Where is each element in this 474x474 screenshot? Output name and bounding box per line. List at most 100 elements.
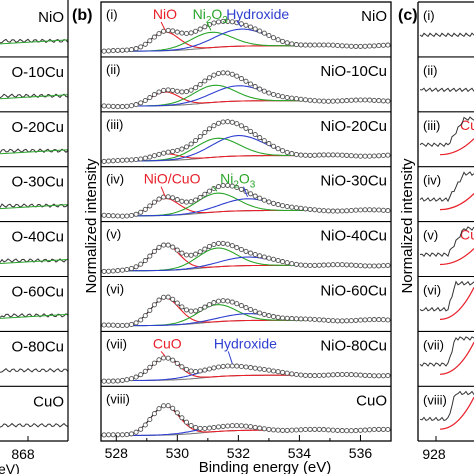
data-point xyxy=(248,250,254,256)
data-point xyxy=(275,257,281,264)
data-point xyxy=(238,123,244,129)
panel-c-letter: (c) xyxy=(398,7,418,24)
data-point xyxy=(202,367,208,373)
data-point xyxy=(344,262,350,268)
x-tick-label: 532 xyxy=(227,445,251,461)
data-point xyxy=(270,35,277,41)
data-point xyxy=(367,153,373,159)
data-point xyxy=(188,141,194,147)
left-panel-row: NiO xyxy=(0,9,69,45)
data-point xyxy=(174,147,180,154)
data-point xyxy=(312,98,318,104)
row-roman-label: (iii) xyxy=(106,117,123,132)
data-point xyxy=(266,367,272,373)
panel-c-row: (i) xyxy=(419,8,474,38)
data-point xyxy=(284,94,290,101)
data-point xyxy=(293,371,299,378)
data-point xyxy=(344,98,350,104)
data-point xyxy=(293,42,299,48)
data-point xyxy=(138,317,144,323)
data-point xyxy=(252,308,258,314)
data-point xyxy=(252,424,258,430)
data-point xyxy=(101,378,107,384)
data-point xyxy=(225,182,231,188)
data-point xyxy=(330,42,336,48)
data-point xyxy=(376,373,382,379)
data-point xyxy=(165,194,171,200)
data-point xyxy=(307,373,313,379)
data-point xyxy=(161,355,167,361)
data-point xyxy=(170,195,176,201)
data-point xyxy=(316,317,322,323)
data-point xyxy=(248,191,254,197)
data-point xyxy=(156,357,162,363)
data-point xyxy=(128,376,135,382)
data-point xyxy=(298,152,304,158)
data-point xyxy=(133,211,139,217)
data-point xyxy=(380,207,386,213)
row-sample-label: NiO xyxy=(361,8,387,25)
data-point xyxy=(344,371,350,378)
data-point xyxy=(325,262,331,268)
data-point xyxy=(110,158,116,164)
data-point xyxy=(124,266,130,273)
panel-c-trace xyxy=(419,116,474,148)
data-point xyxy=(188,252,194,258)
data-point xyxy=(353,262,359,268)
panel-b-row: (vi) NiO-60Cu xyxy=(101,275,391,329)
data-point xyxy=(348,207,354,214)
data-point xyxy=(243,248,249,254)
data-point xyxy=(220,298,226,304)
annotation-arrows xyxy=(160,21,242,31)
data-point xyxy=(161,87,167,93)
peak-annotation: NiO xyxy=(153,6,177,22)
x-tick-label: 534 xyxy=(288,445,312,461)
data-point xyxy=(252,251,258,258)
data-point xyxy=(220,119,226,125)
data-point xyxy=(183,144,190,150)
data-point xyxy=(371,207,377,213)
data-point xyxy=(147,38,153,44)
data-point xyxy=(215,70,222,76)
data-point xyxy=(179,30,185,36)
data-point xyxy=(302,97,309,103)
data-point xyxy=(321,262,327,268)
data-point xyxy=(371,97,377,103)
data-point xyxy=(151,248,157,254)
data-point xyxy=(225,363,231,369)
data-point xyxy=(385,42,391,48)
data-point xyxy=(243,22,249,28)
data-point xyxy=(193,85,199,91)
row-roman-label: (ii) xyxy=(423,63,437,78)
data-point xyxy=(115,47,121,53)
data-point xyxy=(362,43,368,49)
peak-annotation: Hydroxide xyxy=(226,6,289,22)
data-point xyxy=(335,152,341,158)
row-roman-label: (vi) xyxy=(423,283,441,298)
left-panel-row: O-20Cu xyxy=(0,111,69,155)
data-point xyxy=(170,405,176,411)
data-point xyxy=(261,311,267,317)
data-point xyxy=(348,428,354,434)
data-point xyxy=(312,207,318,213)
data-point xyxy=(188,308,194,314)
data-point xyxy=(229,119,235,125)
left-panel-row: CuO xyxy=(0,385,69,428)
data-point xyxy=(101,158,107,164)
data-point xyxy=(174,247,180,253)
data-point xyxy=(206,75,212,81)
data-point xyxy=(302,152,309,158)
data-point xyxy=(147,154,153,160)
peak-annotation: Hydroxide xyxy=(214,335,277,351)
data-point xyxy=(106,213,112,219)
data-point xyxy=(124,213,130,219)
data-point xyxy=(353,317,359,323)
data-point xyxy=(161,150,167,156)
left-row-fit xyxy=(0,149,69,155)
data-point xyxy=(371,263,377,269)
data-point xyxy=(248,306,254,313)
data-point xyxy=(193,368,199,375)
data-point xyxy=(248,365,254,371)
data-point xyxy=(193,424,199,431)
